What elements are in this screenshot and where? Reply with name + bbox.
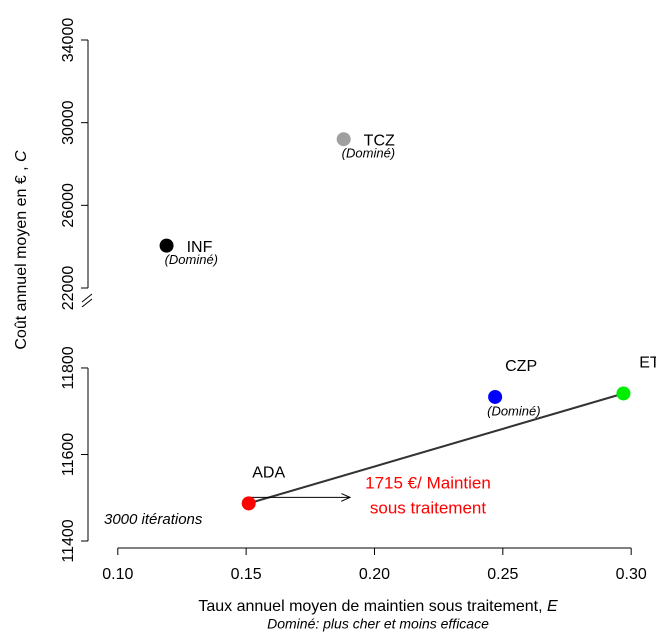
icer-label: 1715 €/ Maintien	[365, 473, 491, 492]
point-label: CZP	[505, 358, 537, 375]
y-tick-label: 11800	[60, 346, 77, 389]
subtitle: Dominé: plus cher et moins efficace	[267, 616, 489, 632]
y-tick-label: 11600	[60, 433, 77, 476]
x-tick-label: 0.20	[359, 566, 390, 583]
x-tick-label: 0.30	[616, 566, 647, 583]
y-tick-label: 30000	[60, 100, 77, 145]
point	[488, 389, 503, 404]
iterations-note: 3000 itérations	[104, 511, 203, 528]
point-label: TCZ	[364, 132, 395, 149]
x-tick-label: 0.15	[231, 566, 262, 583]
y-tick-label: 26000	[60, 183, 77, 228]
point	[336, 132, 351, 147]
point-label: ET	[639, 355, 656, 372]
y-tick-label: 34000	[60, 18, 77, 63]
x-tick-label: 0.25	[487, 566, 518, 583]
point	[159, 238, 174, 253]
y-tick-label: 22000	[60, 266, 77, 311]
point-label: INF	[187, 239, 213, 256]
dominated-note: (Dominé)	[165, 252, 218, 267]
x-tick-label: 0.10	[102, 566, 133, 583]
point	[616, 386, 631, 401]
frontier-line	[248, 392, 624, 505]
point-label: ADA	[252, 465, 285, 482]
y-tick-label: 11400	[60, 519, 77, 562]
dominated-note: (Dominé)	[487, 403, 540, 418]
icer-label: sous traitement	[370, 498, 486, 517]
point	[241, 496, 256, 511]
dominated-note: (Dominé)	[342, 146, 395, 161]
axis-break	[81, 293, 93, 308]
y-axis-title: Coût annuel moyen en € , C	[13, 150, 30, 350]
x-axis-title: Taux annuel moyen de maintien sous trait…	[198, 598, 558, 615]
